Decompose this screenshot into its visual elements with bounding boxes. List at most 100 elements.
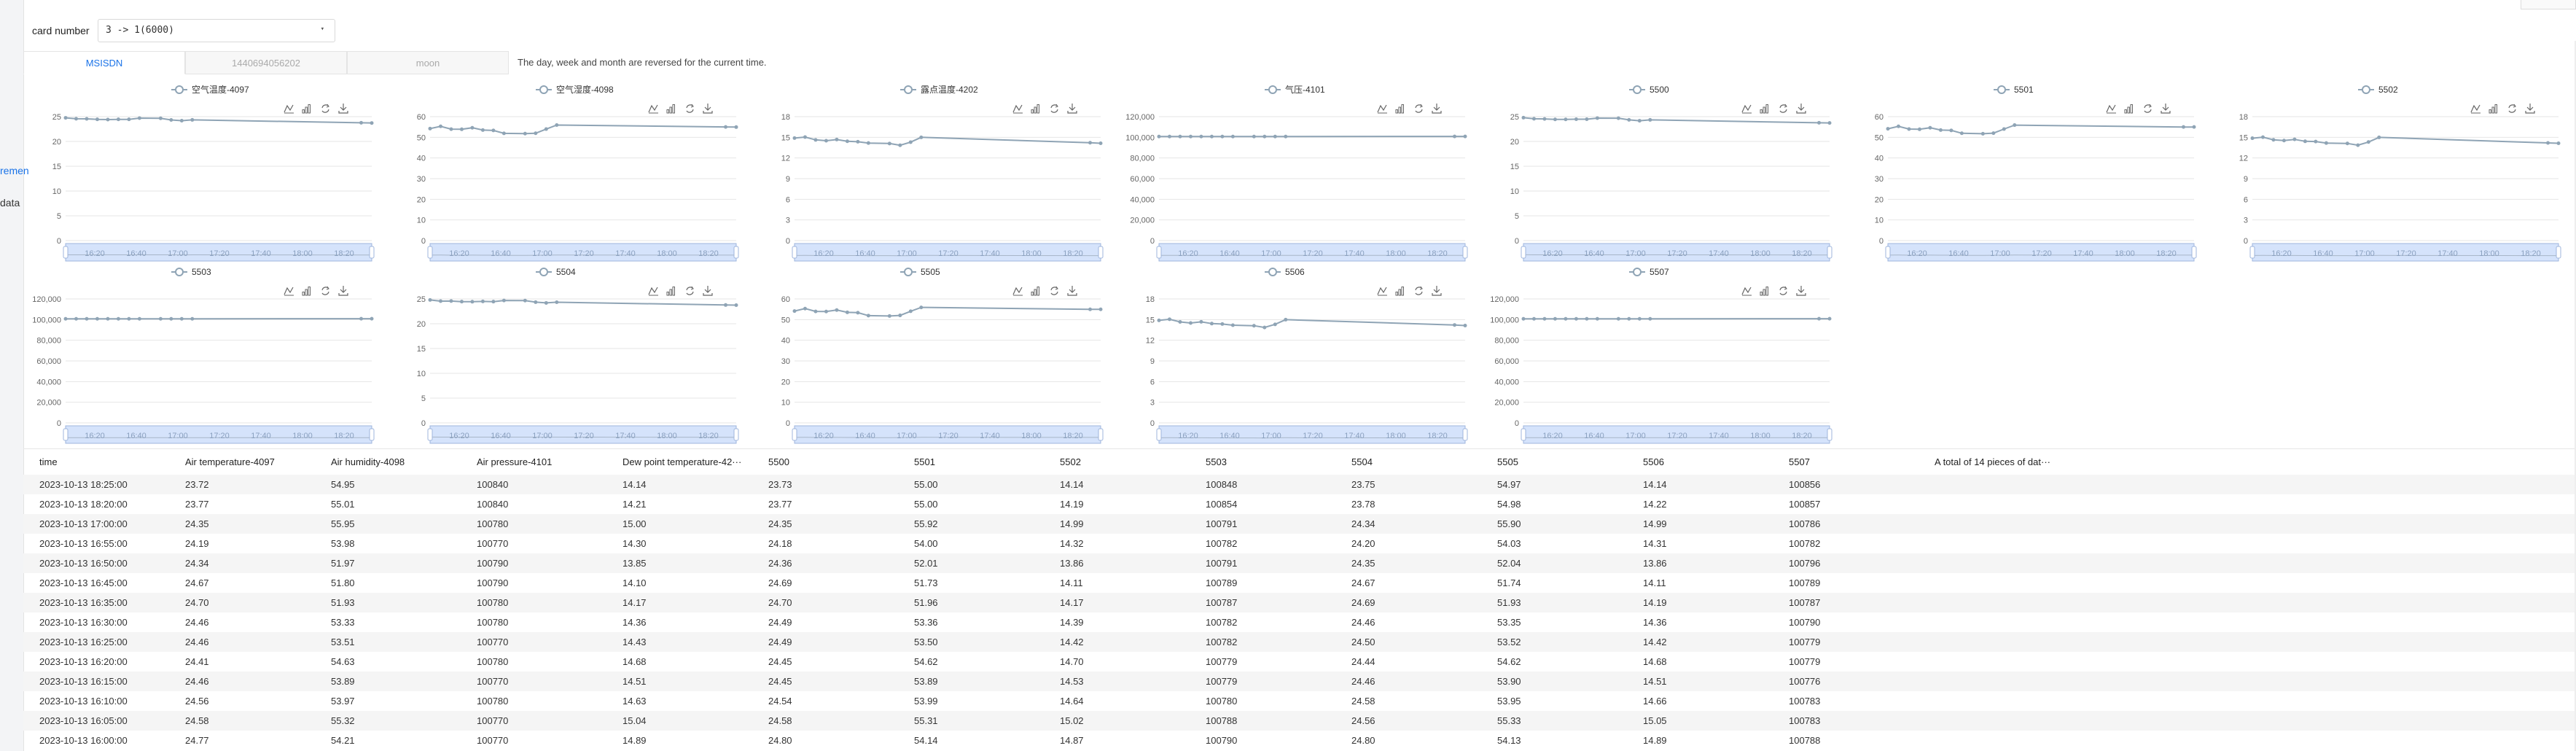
legend-item[interactable]: 露点温度-4202: [900, 84, 978, 95]
line-chart-icon[interactable]: [1377, 104, 1387, 114]
zoom-handle[interactable]: [2556, 246, 2561, 259]
zoom-slider[interactable]: [1523, 425, 1830, 444]
zoom-handle[interactable]: [1156, 428, 1162, 441]
zoom-handle[interactable]: [427, 246, 433, 259]
download-icon[interactable]: [2161, 104, 2171, 114]
refresh-icon[interactable]: [686, 104, 694, 113]
zoom-handle[interactable]: [1521, 246, 1526, 259]
zoom-slider[interactable]: [794, 243, 1101, 262]
refresh-icon[interactable]: [321, 104, 329, 113]
bar-chart-icon[interactable]: [1395, 104, 1404, 114]
bar-chart-icon[interactable]: [302, 287, 311, 296]
bar-chart-icon[interactable]: [1395, 287, 1404, 296]
line-chart-icon[interactable]: [648, 287, 658, 296]
legend-item[interactable]: 5507: [1629, 267, 1669, 277]
zoom-slider[interactable]: [65, 243, 372, 262]
zoom-handle[interactable]: [792, 246, 797, 259]
download-icon[interactable]: [2525, 104, 2535, 114]
bar-chart-icon[interactable]: [2489, 104, 2497, 114]
zoom-handle[interactable]: [2249, 246, 2255, 259]
bar-chart-icon[interactable]: [1031, 287, 1039, 296]
download-icon[interactable]: [703, 104, 713, 114]
download-icon[interactable]: [703, 286, 713, 296]
zoom-slider[interactable]: [794, 425, 1101, 444]
top-right-control[interactable]: [2521, 0, 2576, 9]
download-icon[interactable]: [1432, 104, 1442, 114]
zoom-slider[interactable]: [1523, 243, 1830, 262]
refresh-icon[interactable]: [1415, 286, 1423, 295]
legend-item[interactable]: 5505: [900, 267, 940, 277]
legend-item[interactable]: 空气温度-4097: [171, 84, 249, 95]
zoom-handle[interactable]: [733, 246, 739, 259]
zoom-handle[interactable]: [427, 428, 433, 441]
download-icon[interactable]: [1796, 104, 1806, 114]
download-icon[interactable]: [1796, 286, 1806, 296]
download-icon[interactable]: [1067, 104, 1077, 114]
zoom-slider[interactable]: [429, 425, 737, 444]
zoom-handle[interactable]: [1827, 246, 1833, 259]
bar-chart-icon[interactable]: [666, 104, 675, 114]
tab-1440694056202[interactable]: 1440694056202: [185, 51, 347, 74]
download-icon[interactable]: [1067, 286, 1077, 296]
legend-item[interactable]: 5500: [1629, 85, 1669, 95]
refresh-icon[interactable]: [1415, 104, 1423, 113]
sidebar-item-data[interactable]: data: [0, 197, 20, 209]
bar-chart-icon[interactable]: [666, 287, 675, 296]
scrollbar-track[interactable]: [2575, 41, 2576, 751]
bar-chart-icon[interactable]: [2124, 104, 2133, 114]
line-chart-icon[interactable]: [648, 104, 658, 114]
refresh-icon[interactable]: [321, 286, 329, 295]
legend-item[interactable]: 空气湿度-4098: [536, 84, 614, 95]
tab-msisdn[interactable]: MSISDN: [23, 51, 185, 74]
download-icon[interactable]: [338, 104, 348, 114]
refresh-icon[interactable]: [686, 286, 694, 295]
zoom-handle[interactable]: [2191, 246, 2197, 259]
download-icon[interactable]: [338, 286, 348, 296]
zoom-handle[interactable]: [1098, 428, 1104, 441]
line-chart-icon[interactable]: [1012, 104, 1023, 114]
zoom-handle[interactable]: [733, 428, 739, 441]
zoom-handle[interactable]: [63, 428, 69, 441]
line-chart-icon[interactable]: [1741, 104, 1752, 114]
line-chart-icon[interactable]: [284, 104, 294, 114]
line-chart-icon[interactable]: [2470, 104, 2481, 114]
refresh-icon[interactable]: [2508, 104, 2516, 113]
tab-moon[interactable]: moon: [347, 51, 509, 74]
zoom-handle[interactable]: [1462, 246, 1468, 259]
zoom-handle[interactable]: [369, 246, 375, 259]
sidebar-item-remen[interactable]: remen: [0, 165, 29, 176]
bar-chart-icon[interactable]: [1760, 287, 1768, 296]
legend-item[interactable]: 5502: [2358, 85, 2398, 95]
y-tick-label: 0: [1879, 237, 1884, 246]
refresh-icon[interactable]: [1050, 104, 1058, 113]
zoom-handle[interactable]: [1827, 428, 1833, 441]
line-chart-icon[interactable]: [1377, 287, 1387, 296]
refresh-icon[interactable]: [1779, 104, 1787, 113]
zoom-handle[interactable]: [1156, 246, 1162, 259]
refresh-icon[interactable]: [1779, 286, 1787, 295]
legend-item[interactable]: 5501: [1994, 85, 2034, 95]
card-number-select[interactable]: 3 -> 1(6000) ▾: [98, 19, 335, 42]
bar-chart-icon[interactable]: [1760, 104, 1768, 114]
zoom-handle[interactable]: [1885, 246, 1891, 259]
legend-item[interactable]: 5506: [1265, 267, 1305, 277]
zoom-handle[interactable]: [1521, 428, 1526, 441]
legend-item[interactable]: 5503: [171, 267, 211, 277]
zoom-handle[interactable]: [792, 428, 797, 441]
zoom-handle[interactable]: [1462, 428, 1468, 441]
legend-item[interactable]: 5504: [536, 267, 576, 277]
line-chart-icon[interactable]: [2106, 104, 2116, 114]
refresh-icon[interactable]: [1050, 286, 1058, 295]
line-chart-icon[interactable]: [1741, 287, 1752, 296]
table-cell: 51.73: [914, 577, 938, 588]
line-chart-icon[interactable]: [1012, 287, 1023, 296]
legend-item[interactable]: 气压-4101: [1265, 84, 1325, 95]
bar-chart-icon[interactable]: [1031, 104, 1039, 114]
zoom-handle[interactable]: [63, 246, 69, 259]
zoom-handle[interactable]: [1098, 246, 1104, 259]
refresh-icon[interactable]: [2144, 104, 2152, 113]
line-chart-icon[interactable]: [284, 287, 294, 296]
bar-chart-icon[interactable]: [302, 104, 311, 114]
download-icon[interactable]: [1432, 286, 1442, 296]
zoom-handle[interactable]: [369, 428, 375, 441]
